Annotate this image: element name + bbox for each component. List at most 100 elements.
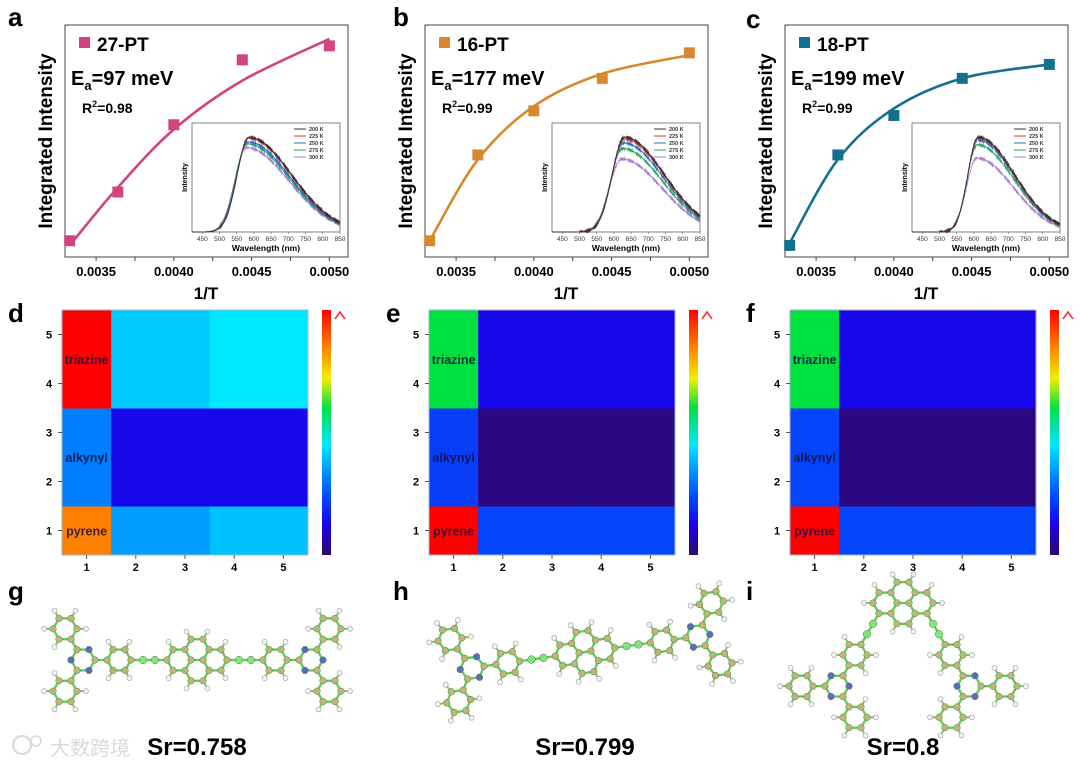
carbon-atom [265, 666, 273, 674]
carbon-atom [313, 666, 321, 674]
hydrogen-atom [497, 679, 503, 686]
carbon-atom [319, 635, 327, 643]
sr-value-label: Sr=0.799 [535, 734, 634, 761]
legend-label: 250 K [309, 141, 324, 147]
hydrogen-atom [51, 607, 58, 614]
hydrogen-atom [165, 639, 172, 645]
inset-frame [191, 122, 341, 233]
molecule-structure-i [777, 571, 1029, 739]
hydrogen-atom [305, 688, 311, 694]
ea-value: =97 meV [92, 68, 174, 90]
hydrogen-atom [991, 701, 998, 708]
nitrogen-atom [456, 665, 464, 674]
heatmap-cell [625, 506, 676, 556]
carbon-atom [331, 677, 339, 685]
carbon-atom [516, 657, 524, 665]
hydrogen-atom [222, 639, 229, 645]
legend-label: 275 K [1029, 148, 1044, 154]
legend-label: 300 K [1029, 155, 1044, 161]
carbon-atom [682, 634, 690, 642]
heatmap-cell [527, 506, 578, 556]
carbon-atom [67, 698, 75, 706]
carbon-atom [941, 724, 949, 732]
hydrogen-atom [588, 619, 595, 626]
inset-x-tick-label: 650 [626, 236, 637, 243]
hydrogen-atom [607, 627, 614, 633]
carbon-atom [277, 666, 285, 674]
carbon-atom [857, 724, 865, 732]
hydrogen-atom [434, 620, 440, 626]
heatmap-cell [258, 457, 309, 507]
carbon-atom [55, 635, 63, 643]
heatmap-f: 1 2 3 4 5 1 2 3 4 5 pyrene alkynyl triazine [774, 309, 1074, 574]
panel-letter: b [393, 2, 409, 32]
heatmap-cell [429, 457, 479, 507]
legend-label: 200 K [669, 127, 684, 133]
r2-symbol: R [82, 100, 92, 116]
hydrogen-atom [336, 670, 343, 676]
carbon-atom [941, 703, 949, 711]
heatmap-cell [790, 359, 840, 409]
carbon-atom [923, 589, 931, 597]
hydrogen-atom [873, 652, 879, 658]
heatmap-cell [790, 408, 840, 458]
carbon-atom [928, 619, 938, 628]
hydrogen-atom [596, 676, 603, 682]
carbon-atom [181, 646, 189, 654]
carbon-atom [571, 660, 579, 668]
heatmap-cell [888, 359, 939, 409]
row-label: triazine [65, 353, 109, 367]
carbon-atom [499, 670, 507, 678]
y-tick-label: 5 [413, 330, 419, 342]
scatter-chart-b: 0.0035 0.0040 0.0045 0.0050 1/T Integrated In… [396, 24, 709, 303]
inset-x-tick-label: 500 [214, 236, 225, 243]
carbon-atom [217, 666, 225, 674]
carbon-atom [181, 666, 189, 674]
hydrogen-atom [646, 621, 653, 628]
heatmap-cell [209, 506, 260, 556]
inset-x-axis-label: Wavelength (nm) [232, 243, 300, 253]
x-tick-label: 0.0040 [514, 264, 554, 279]
carbon-atom [845, 661, 853, 669]
heatmap-cell [986, 310, 1037, 360]
hydrogen-atom [442, 681, 449, 688]
plot-frame [64, 24, 349, 258]
hydrogen-atom [862, 670, 869, 676]
hydrogen-atom [261, 639, 268, 645]
hydrogen-atom [447, 717, 454, 724]
y-tick-label: 5 [46, 330, 52, 342]
data-point [956, 72, 968, 84]
heatmap-cell [62, 359, 112, 409]
carbon-atom [121, 646, 129, 654]
x-tick-label: 0.0045 [232, 264, 272, 279]
carbon-atom [49, 625, 57, 633]
inset-x-tick-label: 450 [197, 236, 208, 243]
x-tick-label: 0.0050 [669, 264, 709, 279]
carbon-atom [941, 641, 949, 649]
hydrogen-atom [512, 640, 519, 647]
carbon-atom [572, 628, 580, 636]
carbon-atom [666, 647, 674, 655]
data-point [168, 119, 180, 131]
carbon-atom [450, 624, 458, 632]
hydrogen-atom [651, 657, 658, 664]
data-point [472, 149, 484, 161]
inset-x-tick-label: 750 [660, 236, 671, 243]
ea-symbol: E [791, 68, 804, 90]
heatmap-cell [258, 310, 309, 360]
hydrogen-atom [51, 706, 58, 713]
hydrogen-atom [41, 626, 47, 632]
carbon-atom [459, 686, 467, 694]
hydrogen-atom [165, 675, 172, 681]
x-axis-label: 1/T [554, 284, 579, 303]
carbon-atom [845, 703, 853, 711]
carbon-atom [923, 609, 931, 617]
heatmap-cell [839, 506, 889, 556]
heatmap-cell [527, 408, 578, 458]
inset-x-tick-label: 500 [934, 236, 945, 243]
r2-value: =0.99 [817, 100, 853, 116]
heatmap-cell [986, 359, 1037, 409]
fit-curve [788, 63, 1050, 244]
inset-x-tick-label: 700 [643, 236, 654, 243]
inset-x-tick-label: 550 [231, 236, 242, 243]
